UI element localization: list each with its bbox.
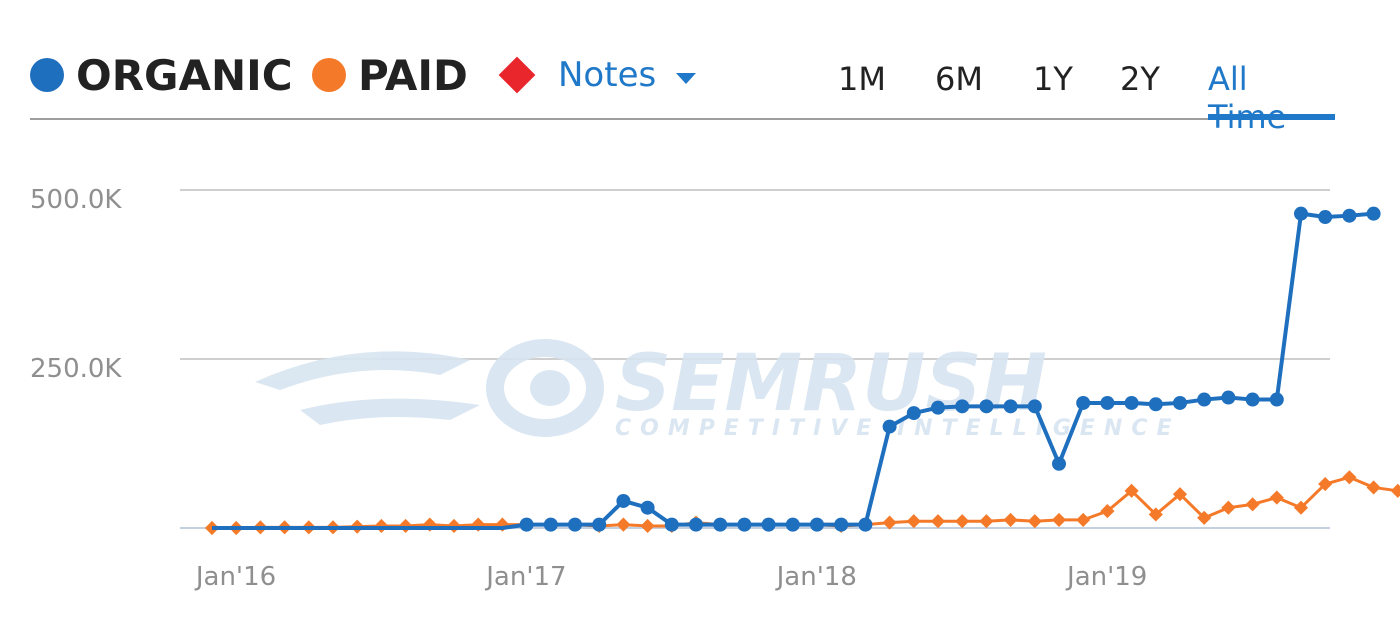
point-organic[interactable] <box>713 517 728 532</box>
point-paid[interactable] <box>1124 483 1139 498</box>
point-organic[interactable] <box>616 493 631 508</box>
point-organic[interactable] <box>592 517 607 532</box>
x-tick-label: Jan'19 <box>1065 562 1147 592</box>
legend-organic[interactable]: ORGANIC <box>30 50 293 100</box>
point-organic[interactable] <box>785 517 800 532</box>
point-organic[interactable] <box>906 406 921 421</box>
active-range-underline <box>1208 114 1335 120</box>
point-organic[interactable] <box>955 399 970 414</box>
chevron-down-icon <box>676 72 697 84</box>
point-organic[interactable] <box>810 517 824 532</box>
point-paid[interactable] <box>1245 497 1260 512</box>
point-organic[interactable] <box>543 517 558 532</box>
point-organic[interactable] <box>1148 397 1163 412</box>
point-organic[interactable] <box>737 517 752 532</box>
point-organic[interactable] <box>568 517 582 532</box>
point-paid[interactable] <box>930 514 946 529</box>
point-paid[interactable] <box>616 517 631 532</box>
point-organic[interactable] <box>519 517 534 532</box>
point-organic[interactable] <box>1342 208 1357 223</box>
point-paid[interactable] <box>1390 483 1400 498</box>
point-paid[interactable] <box>1318 476 1333 492</box>
legend-organic-label: ORGANIC <box>76 50 293 100</box>
point-organic[interactable] <box>1173 395 1187 410</box>
y-axis-ticks: 500.0K 250.0K <box>30 185 122 384</box>
point-organic[interactable] <box>979 399 994 414</box>
point-organic[interactable] <box>1076 395 1091 410</box>
point-organic[interactable] <box>1197 392 1212 407</box>
series-organic <box>212 206 1381 532</box>
notes-dropdown[interactable]: Notes <box>498 50 697 100</box>
watermark-logo-icon <box>255 339 604 437</box>
point-paid[interactable] <box>1027 514 1042 529</box>
watermark: SEMRUSH COMPETITIVE INTELLIGENCE <box>255 339 1172 441</box>
point-paid[interactable] <box>374 518 389 534</box>
point-paid[interactable] <box>446 518 462 534</box>
point-organic[interactable] <box>1052 456 1066 471</box>
point-organic[interactable] <box>1318 210 1333 225</box>
point-organic[interactable] <box>1221 390 1236 405</box>
notes-diamond-icon <box>498 56 536 94</box>
point-organic[interactable] <box>1245 392 1260 407</box>
x-tick-label: Jan'16 <box>194 562 276 592</box>
point-organic[interactable] <box>882 419 897 434</box>
point-organic[interactable] <box>640 500 655 515</box>
point-organic[interactable] <box>834 517 849 532</box>
point-organic[interactable] <box>1269 392 1284 407</box>
point-paid[interactable] <box>955 514 970 529</box>
point-paid[interactable] <box>1197 510 1212 525</box>
legend-paid[interactable]: PAID <box>312 50 468 100</box>
point-paid[interactable] <box>1221 500 1236 515</box>
paid-dot-icon <box>312 58 346 92</box>
point-organic[interactable] <box>1003 399 1018 414</box>
point-paid[interactable] <box>1076 512 1091 527</box>
point-organic[interactable] <box>931 400 945 415</box>
point-organic[interactable] <box>1294 206 1308 221</box>
x-tick-label: Jan'18 <box>775 562 857 592</box>
chart-header: ORGANIC PAID Notes 1M 6M 1Y 2Y All Time <box>30 40 1335 136</box>
point-paid[interactable] <box>1003 512 1018 527</box>
point-organic[interactable] <box>1366 206 1381 221</box>
x-axis-ticks: Jan'16 Jan'17 Jan'18 Jan'19 <box>194 562 1148 592</box>
point-paid[interactable] <box>1051 512 1067 527</box>
legend-paid-label: PAID <box>358 50 468 100</box>
point-organic[interactable] <box>664 517 679 532</box>
y-tick-label: 250.0K <box>30 354 122 384</box>
point-paid[interactable] <box>1172 487 1188 502</box>
traffic-line-chart: SEMRUSH COMPETITIVE INTELLIGENCE Jan'16 J… <box>30 185 1400 592</box>
x-tick-label: Jan'17 <box>484 562 566 592</box>
range-tab-1m[interactable]: 1M <box>838 60 886 98</box>
point-paid[interactable] <box>398 518 413 534</box>
point-paid[interactable] <box>979 514 994 529</box>
point-organic[interactable] <box>689 517 703 532</box>
point-paid[interactable] <box>906 514 921 529</box>
series-layer <box>204 206 1400 536</box>
point-paid[interactable] <box>1366 480 1381 495</box>
point-organic[interactable] <box>1027 399 1042 414</box>
notes-label: Notes <box>558 55 657 95</box>
point-paid[interactable] <box>1100 504 1115 519</box>
point-paid[interactable] <box>1342 470 1357 485</box>
y-tick-label: 500.0K <box>30 185 122 215</box>
point-paid[interactable] <box>1269 490 1284 505</box>
point-organic[interactable] <box>1100 395 1115 410</box>
point-paid[interactable] <box>640 518 655 534</box>
point-paid[interactable] <box>1293 500 1309 515</box>
point-organic[interactable] <box>761 517 776 532</box>
range-tab-1y[interactable]: 1Y <box>1033 60 1073 98</box>
organic-dot-icon <box>30 58 64 92</box>
point-paid[interactable] <box>882 515 897 530</box>
series-line-paid <box>212 475 1399 530</box>
range-tab-2y[interactable]: 2Y <box>1120 60 1160 98</box>
point-organic[interactable] <box>858 517 873 532</box>
watermark-brand: SEMRUSH <box>615 339 1047 429</box>
range-tab-6m[interactable]: 6M <box>935 60 983 98</box>
point-organic[interactable] <box>1124 395 1139 410</box>
point-paid[interactable] <box>1148 507 1163 522</box>
